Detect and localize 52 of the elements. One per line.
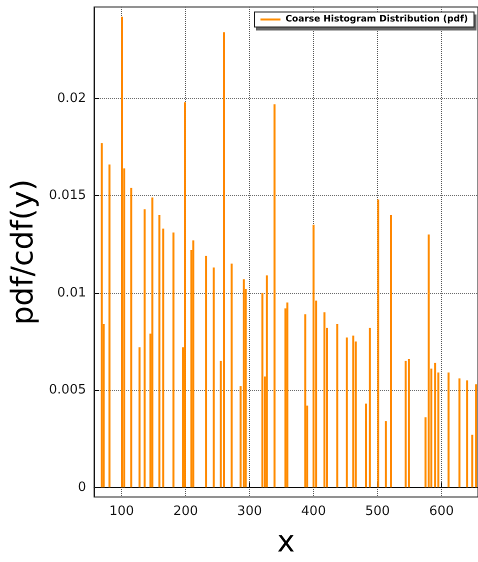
bar — [384, 421, 387, 488]
y-tick-label: 0.015 — [48, 188, 86, 204]
bar — [352, 336, 354, 488]
x-tick-label: 400 — [301, 504, 326, 519]
bar — [466, 380, 468, 488]
bar — [336, 324, 338, 488]
x-tick-label: 300 — [237, 504, 262, 519]
legend-label: Coarse Histogram Distribution (pdf) — [285, 14, 468, 24]
bar — [346, 338, 348, 488]
bar — [390, 215, 392, 488]
bar — [365, 404, 368, 488]
y-axis-title: pdf/cdf(y) — [6, 178, 40, 326]
x-axis-title: x — [277, 524, 295, 560]
bar — [108, 164, 110, 488]
bar — [222, 32, 225, 488]
bar — [323, 312, 326, 488]
y-tick-label: 0 — [78, 480, 86, 495]
y-tick-label: 0.01 — [57, 285, 86, 300]
bar — [184, 102, 186, 488]
bar — [266, 275, 268, 488]
bar — [368, 328, 371, 488]
bar — [121, 16, 124, 488]
bar — [408, 358, 410, 488]
bar — [158, 215, 160, 488]
bar — [230, 264, 233, 488]
bar — [138, 347, 141, 488]
x-tick-label: 100 — [109, 504, 134, 519]
bar — [242, 279, 245, 488]
bar — [212, 268, 215, 488]
bar — [130, 188, 132, 488]
bar — [261, 292, 264, 488]
bar — [151, 198, 154, 488]
bar — [377, 200, 380, 488]
bar — [428, 234, 430, 488]
bar — [312, 224, 315, 488]
bar — [458, 378, 460, 488]
x-tick-label: 500 — [365, 504, 390, 519]
bar — [192, 240, 194, 488]
y-tick-label: 0.02 — [57, 90, 86, 106]
x-tick-label: 600 — [429, 504, 454, 519]
bar — [434, 362, 436, 488]
bar — [205, 256, 208, 488]
y-tick-label: 0.005 — [48, 382, 86, 398]
bar — [475, 384, 478, 488]
x-tick-label: 200 — [173, 504, 198, 519]
bar — [286, 302, 288, 488]
bar — [404, 360, 407, 488]
bar — [172, 232, 174, 488]
bar — [448, 372, 450, 488]
bar — [471, 434, 474, 488]
bar — [274, 104, 276, 488]
bar — [144, 209, 146, 488]
